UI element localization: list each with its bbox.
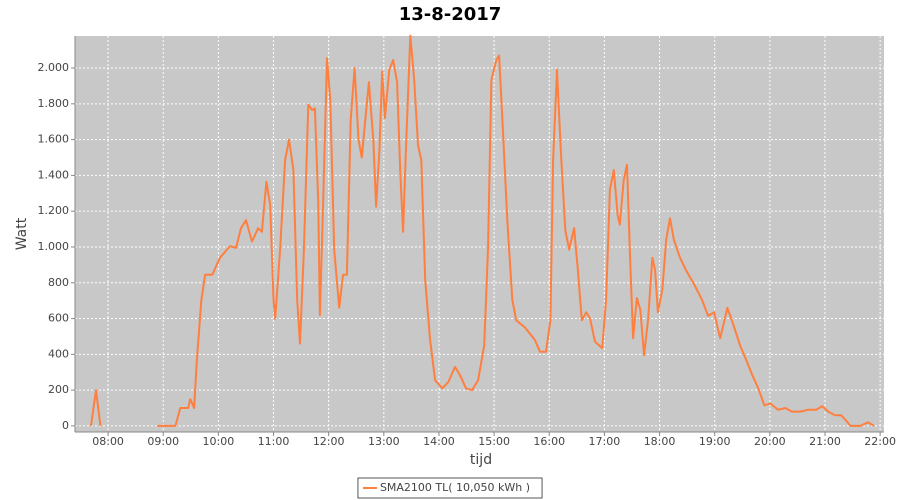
- grid: 0 200 400 600 800 1.000 1.200 1.400 1.600 1.800 2.…: [38, 36, 896, 448]
- y-tick-label: 1.000: [38, 240, 70, 253]
- y-tick-label: 200: [48, 383, 69, 396]
- y-tick-label: 1.400: [38, 168, 70, 181]
- x-tick-label: 11:00: [258, 435, 290, 448]
- y-tick-label: 1.200: [38, 204, 70, 217]
- legend-box: [357, 477, 543, 499]
- y-tick-label: 1.800: [38, 97, 70, 110]
- y-tick-label: 400: [48, 347, 69, 360]
- x-tick-label: 19:00: [699, 435, 731, 448]
- y-tick-label: 800: [48, 276, 69, 289]
- y-tick-label: 600: [48, 312, 69, 325]
- x-tick-label: 10:00: [203, 435, 235, 448]
- y-tick-label: 1.600: [38, 133, 70, 146]
- x-tick-label: 14:00: [423, 435, 455, 448]
- marks: [90, 34, 875, 427]
- y-axis-label: Watt: [14, 217, 30, 250]
- legend-label: SMA2100 TL( 10,050 kWh ): [380, 481, 530, 494]
- x-tick-label: 15:00: [478, 435, 510, 448]
- series-line: [90, 34, 875, 427]
- legend: SMA2100 TL( 10,050 kWh ): [357, 477, 543, 499]
- x-tick-label: 13:00: [368, 435, 400, 448]
- x-tick-label: 17:00: [589, 435, 621, 448]
- chart-title: 13-8-2017: [399, 4, 502, 25]
- x-tick-label: 22:00: [864, 435, 896, 448]
- x-tick-label: 08:00: [92, 435, 124, 448]
- x-tick-label: 21:00: [809, 435, 841, 448]
- x-tick-label: 09:00: [147, 435, 179, 448]
- y-tick-label: 0: [62, 419, 69, 432]
- y-tick-label: 2.000: [38, 61, 70, 74]
- x-tick-label: 16:00: [533, 435, 565, 448]
- x-tick-label: 20:00: [754, 435, 786, 448]
- x-tick-label: 12:00: [313, 435, 345, 448]
- x-axis-label: tijd: [470, 452, 492, 468]
- x-tick-label: 18:00: [644, 435, 676, 448]
